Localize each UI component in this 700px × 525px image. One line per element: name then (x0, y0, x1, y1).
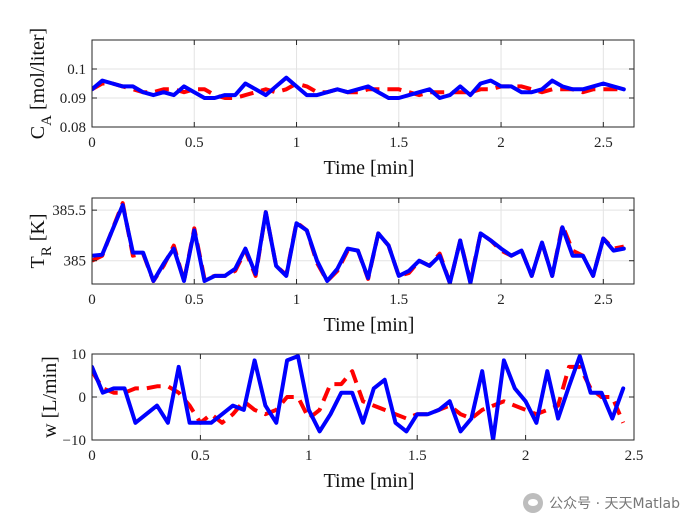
y-axis-label-subscript: A (39, 115, 55, 126)
chart-panel-2: 0 0.5 1 1.5 2 2.5 385 385.5 Time [min] TR [K] (27, 197, 635, 336)
actual-series-line (92, 354, 626, 440)
y-tick-label: 0.1 (67, 62, 86, 78)
watermark-text: 公众号 · 天天Matlab (549, 496, 680, 512)
y-tick-label: 0.08 (60, 120, 86, 136)
actual-series-line (92, 75, 626, 100)
x-tick-label: 1 (293, 292, 301, 308)
y-tick-label: 0.09 (60, 91, 86, 107)
y-tick-label: 385 (64, 254, 87, 270)
watermark: 公众号 · 天天Matlab (523, 493, 680, 513)
x-tick-label: 1.5 (389, 292, 408, 308)
axes-box (91, 197, 635, 285)
x-tick-label: 0 (88, 135, 96, 151)
y-tick-label: 0 (79, 390, 87, 406)
y-axis-label-main: C (27, 126, 49, 139)
y-axis-label-main: w [L/min] (39, 356, 61, 438)
x-tick-label: 2.5 (594, 292, 613, 308)
x-tick-label: 2 (497, 135, 505, 151)
actual-series-line (92, 203, 626, 284)
x-tick-label: 0.5 (185, 135, 204, 151)
x-axis-label: Time [min] (324, 470, 415, 492)
y-tick-label: 10 (71, 347, 86, 363)
x-tick-label: 2 (497, 292, 505, 308)
x-tick-label: 2 (522, 448, 530, 464)
wechat-icon (523, 493, 544, 513)
y-axis-label-main: T (27, 256, 49, 268)
y-axis-label-unit: [mol/liter] (27, 28, 49, 115)
y-axis-label: w [L/min] (39, 356, 61, 438)
x-tick-label: 0.5 (185, 292, 204, 308)
x-axis-label: Time [min] (324, 157, 415, 179)
y-tick-label: −10 (63, 433, 86, 449)
axes-box (91, 39, 635, 128)
reference-series-line (92, 364, 626, 425)
x-tick-label: 0 (88, 448, 96, 464)
x-tick-label: 1.5 (389, 135, 408, 151)
y-axis-label-subscript: R (39, 246, 55, 256)
y-axis-label: TR [K] (27, 214, 55, 269)
x-axis-label: Time [min] (324, 314, 415, 336)
y-tick-label: 385.5 (52, 203, 86, 219)
x-tick-label: 1 (305, 448, 313, 464)
x-tick-label: 1 (293, 135, 301, 151)
x-tick-label: 0.5 (191, 448, 210, 464)
y-axis-label-unit: [K] (27, 214, 49, 247)
chart-panel-1: 0 0.5 1 1.5 2 2.5 0.08 0.09 0.1 Time [min] CA [mol… (27, 28, 635, 179)
x-tick-label: 2.5 (594, 135, 613, 151)
x-tick-label: 1.5 (408, 448, 427, 464)
x-tick-label: 0 (88, 292, 96, 308)
plot-area (92, 40, 634, 127)
y-axis-label: CA [mol/liter] (27, 28, 55, 139)
x-tick-label: 2.5 (625, 448, 644, 464)
